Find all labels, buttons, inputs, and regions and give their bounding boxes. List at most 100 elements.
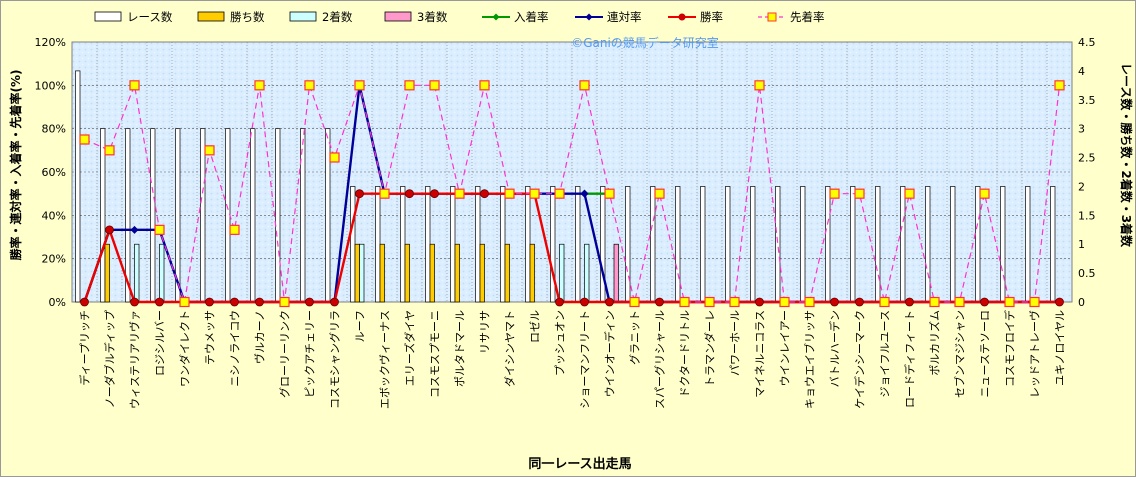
bar-レース数-ポルカリズム (925, 186, 931, 303)
point-先着率-グローリーリンク (279, 296, 290, 308)
x-tick-label: ディープリッチ (78, 310, 92, 386)
point-先着率-ニューステソーロ (979, 188, 990, 199)
y-tick-label-right: 2.5 (1078, 152, 1096, 165)
point-先着率-マイネルニコラス (754, 80, 765, 91)
point-先着率-パワーホール (729, 296, 740, 308)
legend: レース数 勝ち数 2着数 3着数 入着率 連対率 勝率 先着率 (94, 10, 825, 24)
bar-レース数-エリーズダイヤ (400, 186, 406, 303)
bar-レース数-ロジシルバー (150, 128, 156, 303)
bar-レース数-ウィステリアリヴァ (125, 128, 131, 303)
point-先着率-キョウエイブリッサ (804, 296, 815, 308)
point-先着率-コスモシャングリラ (329, 152, 340, 163)
bar-レース数-ディープリッチ (75, 70, 81, 303)
x-tick-label: ヴルカーノ (253, 310, 267, 364)
bar-レース数-レッドアトレーヴ (1025, 186, 1031, 303)
legend-label-先着率: 先着率 (790, 10, 825, 24)
y-axis-title-left: 勝率・連対率・入着率・先着率(%) (8, 70, 23, 261)
point-勝率-バトルハーデン (830, 297, 839, 307)
point-先着率-ノーダブルディップ (104, 145, 115, 156)
x-tick-label: グローリーリンク (278, 310, 292, 398)
point-先着率-ニシノライコウ (229, 224, 240, 235)
point-先着率-ディープリッチ (79, 134, 90, 145)
x-tick-label: レッドアトレーヴ (1028, 310, 1042, 398)
legend-label-連対率: 連対率 (607, 10, 642, 24)
bar-レース数-パワーホール (725, 186, 731, 303)
x-tick-label: ロゼル (529, 310, 542, 343)
bar-レース数-コスモスプモーニ (425, 186, 431, 303)
point-先着率-エボックヴィーナス (379, 188, 390, 199)
point-先着率-ショーマンフリート (579, 80, 590, 91)
bar-レース数-ダイシンヤマト (500, 186, 506, 303)
legend-label-3着数: 3着数 (417, 10, 448, 24)
x-tick-label: ロードディフィート (903, 310, 917, 408)
x-tick-label: ワンダイレクト (178, 310, 192, 387)
x-tick-label: ロジシルバー (154, 310, 167, 376)
legend-label-勝ち数: 勝ち数 (230, 10, 265, 24)
point-勝率-ディープリッチ (80, 297, 89, 307)
point-勝率-ウインオーディン (605, 297, 614, 307)
bar-2着数-ルーフ (359, 243, 365, 303)
legend-marker-入着率 (492, 13, 500, 21)
x-tick-label: バトルハーデン (828, 310, 842, 387)
point-先着率-ルーフ (354, 80, 365, 91)
legend-marker-先着率 (767, 12, 777, 22)
point-勝率-ノーダブルディップ (105, 225, 114, 235)
y-tick-label-left: 40% (42, 209, 66, 222)
x-tick-label: ノーダブルディップ (103, 310, 117, 408)
x-tick-label: エリーズダイヤ (403, 310, 417, 386)
point-勝率-スパーグリシャール (655, 297, 664, 307)
point-先着率-ダイシンヤマト (504, 188, 515, 199)
point-勝率-ウィステリアリヴァ (130, 297, 139, 307)
bar-レース数-ショーマンフリート (575, 186, 581, 303)
x-tick-label: ピックアチェリー (304, 310, 317, 398)
point-先着率-エリーズダイヤ (404, 80, 415, 91)
y-tick-label-right: 3 (1078, 123, 1085, 136)
y-tick-label-right: 4.5 (1078, 36, 1096, 49)
point-先着率-バトルハーデン (829, 188, 840, 199)
legend-swatch-レース数 (94, 11, 122, 22)
x-tick-label: ニューステソーロ (979, 310, 992, 397)
bar-レース数-ポルタドマール (450, 186, 456, 303)
x-tick-label: プッシュオン (554, 310, 567, 376)
legend-label-2着数: 2着数 (322, 10, 353, 24)
x-tick-label: ウインオーディン (603, 310, 617, 397)
point-勝率-ユキノロイヤル (1055, 297, 1064, 307)
x-tick-label: ジョイフルユース (879, 310, 892, 397)
series-line-勝率 (83, 192, 1060, 304)
line-marks (79, 80, 1065, 308)
point-勝率-リサリサ (480, 189, 489, 199)
bar-勝ち数-ノーダブルディップ (104, 243, 110, 303)
point-勝率-ヴルカーノ (255, 297, 264, 307)
point-先着率-ケイデンシーマーク (854, 188, 865, 199)
bar-2着数-プッシュオン (559, 243, 565, 303)
point-連対率-ショーマンフリート (580, 189, 589, 198)
bar-2着数-ロジシルバー (159, 243, 165, 303)
legend-label-レース数: レース数 (127, 10, 173, 24)
bar-レース数-コスモフロイデ (1000, 186, 1006, 303)
x-tick-label: キョウエイブリッサ (803, 310, 817, 409)
x-tick-label: ユキノロイヤル (1054, 310, 1067, 386)
bar-勝ち数-ポルタドマール (454, 243, 460, 303)
x-tick-label: コスモスプモーニ (429, 310, 442, 398)
bar-レース数-グローリーリンク (275, 128, 281, 303)
x-tick-label: リサリサ (479, 310, 492, 354)
bar-レース数-ニューステソーロ (975, 186, 981, 303)
x-tick-label: ポルタドマール (454, 310, 467, 387)
bar-レース数-ノーダブルディップ (100, 128, 106, 303)
bar-勝ち数-ルーフ (354, 243, 360, 303)
y-tick-label-right: 3.5 (1078, 94, 1096, 107)
point-先着率-ロジシルバー (154, 224, 165, 235)
x-tick-label: コスモシャングリラ (328, 310, 342, 409)
x-tick-label: ポルカリズム (928, 310, 942, 376)
legend-marker-連対率 (585, 13, 593, 21)
point-先着率-スパーグリシャール (654, 188, 665, 199)
bar-レース数-ウインレイアー (775, 186, 781, 303)
y-tick-label-left: 100% (35, 79, 66, 92)
bar-marks (75, 70, 1056, 303)
point-先着率-ポルカリズム (929, 296, 940, 308)
bar-レース数-バトルハーデン (825, 186, 831, 303)
point-勝率-ルーフ (355, 189, 364, 199)
point-勝率-ケイデンシーマーク (855, 297, 864, 307)
point-先着率-ウインオーディン (604, 188, 615, 199)
bar-3着数-ウインオーディン (613, 243, 619, 303)
